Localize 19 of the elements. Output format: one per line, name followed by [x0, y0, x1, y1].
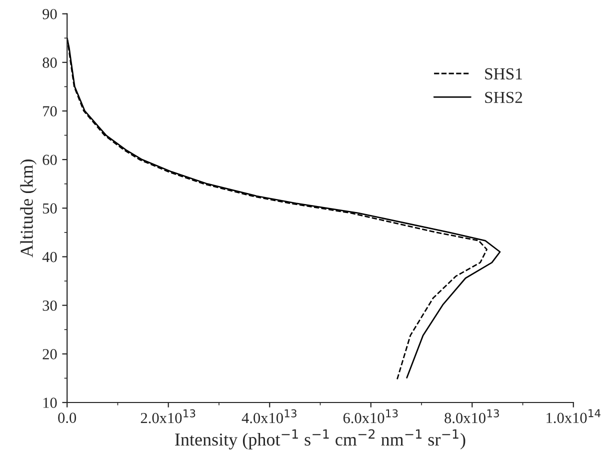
y-tick-label: 40	[42, 252, 57, 262]
y-tick-label: 60	[42, 154, 57, 166]
y-tick-label: 80	[42, 58, 57, 68]
x-tick-label: 0.0	[58, 412, 76, 424]
legend-label: SHS2	[485, 92, 522, 104]
y-axis-title: Altitude (km)	[20, 160, 37, 258]
y-tick-label: 50	[42, 203, 57, 214]
y-tick-label: 30	[42, 300, 57, 311]
legend-label: SHS1	[485, 68, 522, 80]
x-tick-label: 1.0x10$^{14}$	[546, 409, 600, 424]
x-tick-label: 2.0x10$^{13}$	[140, 409, 196, 424]
y-tick-label: 10	[43, 398, 57, 408]
y-tick-label: 90	[42, 8, 57, 20]
x-tick-label: 6.0x10$^{13}$	[343, 409, 398, 424]
y-tick-label: 70	[43, 106, 57, 116]
y-tick-label: 20	[42, 349, 57, 360]
text: Intensity (phot$^{−1}$ s$^{−1}$ cm$^{−2}$ nm$^{−1}$ sr$^{−1}$)	[175, 429, 466, 450]
x-tick-label: 8.0x10$^{13}$	[444, 409, 499, 424]
x-tick-label: 4.0x10$^{13}$	[242, 409, 296, 424]
